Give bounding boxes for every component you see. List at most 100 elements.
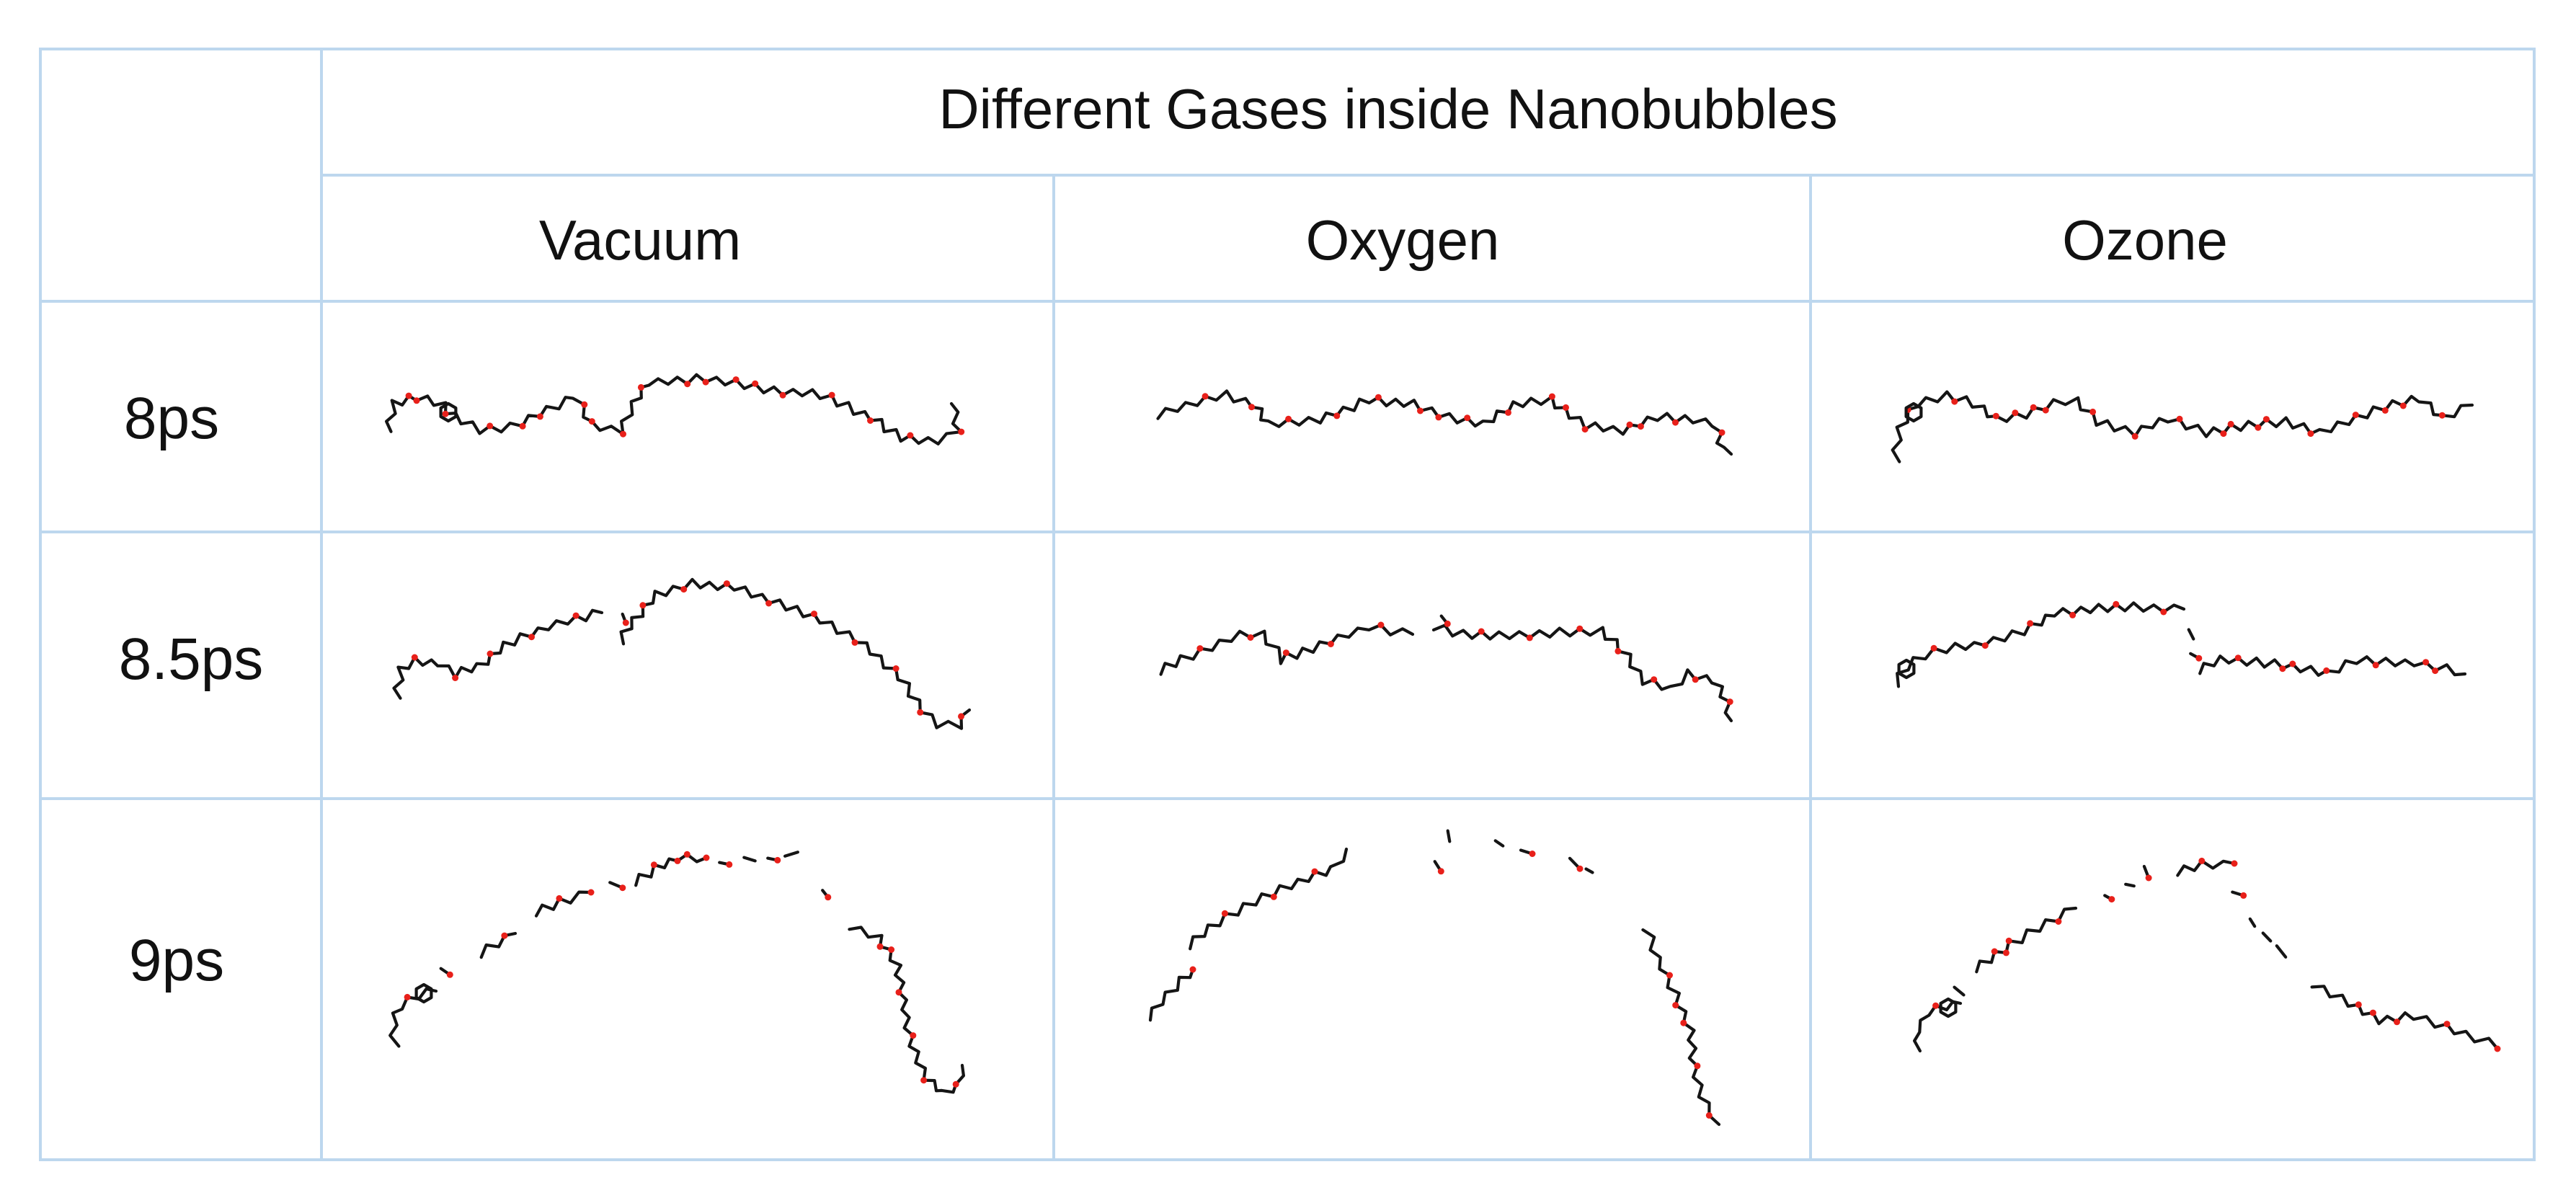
oxygen-atom: [703, 854, 710, 861]
oxygen-atom: [892, 665, 900, 672]
snapshot-oxygen-9ps: [1148, 829, 1721, 1127]
oxygen-atom: [907, 432, 914, 439]
aromatic-ring: [414, 982, 433, 1004]
oxygen-atom: [1637, 423, 1644, 430]
oxygen-atom: [528, 634, 535, 641]
oxygen-atom: [1563, 404, 1569, 411]
oxygen-atom: [774, 856, 781, 864]
oxygen-atom: [2372, 662, 2379, 669]
oxygen-atom: [1548, 393, 1555, 400]
carbon-chain-segment: [2310, 985, 2500, 1051]
carbon-chain-segment: [1431, 623, 1733, 723]
oxygen-atom: [1705, 1112, 1713, 1119]
snapshot-ozone-9ps: [1913, 857, 2501, 1053]
chain-fragment: [2124, 882, 2136, 888]
oxygen-atom: [2089, 408, 2097, 415]
oxygen-atom: [1270, 893, 1277, 900]
column-header-ozone: Ozone: [2062, 208, 2228, 272]
oxygen-atom: [1576, 865, 1584, 872]
oxygen-atom: [2160, 608, 2167, 616]
snapshot-ozone-8ps: [1891, 390, 2474, 463]
oxygen-atom: [1718, 429, 1726, 436]
oxygen-atom: [2195, 654, 2203, 662]
oxygen-atom: [2198, 857, 2206, 864]
oxygen-atom: [1196, 645, 1204, 652]
table-grid-lines: [39, 48, 2536, 1161]
oxygen-atom: [1247, 634, 1254, 641]
oxygen-atom: [572, 612, 579, 619]
oxygen-atom: [1672, 1002, 1679, 1009]
oxygen-atom: [2355, 1001, 2362, 1008]
oxygen-atom: [2005, 937, 2012, 944]
oxygen-atom: [1581, 426, 1589, 433]
oxygen-atom: [2027, 620, 2034, 627]
carbon-chain-segment: [1896, 601, 2186, 688]
oxygen-atom: [1951, 398, 1958, 405]
oxygen-atom: [851, 639, 858, 646]
chain-fragment: [2275, 944, 2288, 959]
oxygen-atom: [446, 971, 453, 978]
oxygen-atom: [2108, 896, 2115, 903]
oxygen-atom: [952, 1080, 959, 1088]
oxygen-atom: [1285, 415, 1292, 422]
chain-fragment: [1953, 985, 1966, 997]
carbon-chain-segment: [479, 931, 518, 959]
oxygen-atom: [1327, 641, 1334, 647]
aromatic-ring: [1904, 401, 1923, 423]
oxygen-atom: [2002, 949, 2009, 956]
chain-fragment: [742, 856, 757, 863]
oxygen-atom: [1505, 409, 1511, 416]
oxygen-atom: [958, 428, 965, 435]
oxygen-atom: [910, 1032, 917, 1039]
table-title: Different Gases inside Nanobubbles: [938, 77, 1837, 141]
oxygen-atom: [405, 392, 412, 399]
aromatic-ring: [439, 401, 458, 423]
oxygen-atom: [726, 861, 733, 868]
oxygen-atom: [1651, 676, 1658, 683]
row-label-8-5ps: 8.5ps: [119, 626, 264, 692]
oxygen-atom: [825, 894, 832, 901]
oxygen-atom: [2113, 600, 2120, 608]
oxygen-atom: [619, 884, 626, 892]
oxygen-atom: [487, 650, 494, 657]
oxygen-atom: [895, 989, 902, 996]
snapshot-vacuum-8-5ps: [392, 577, 972, 730]
snapshot-vacuum-9ps: [388, 851, 966, 1094]
oxygen-atom: [1374, 394, 1382, 401]
oxygen-atom: [1221, 910, 1228, 917]
chain-fragment: [1584, 867, 1594, 874]
oxygen-atom: [920, 1077, 928, 1084]
oxygen-atom: [1282, 649, 1289, 657]
chain-fragment: [2261, 931, 2273, 943]
oxygen-atom: [1248, 404, 1255, 411]
carbon-chain-segment: [619, 577, 972, 730]
oxygen-atom: [752, 380, 759, 387]
oxygen-atom: [1529, 851, 1536, 857]
oxygen-atom: [1932, 1002, 1940, 1009]
oxygen-atom: [680, 586, 688, 593]
oxygen-atom: [588, 418, 595, 425]
oxygen-atom: [1576, 625, 1584, 632]
oxygen-atom: [1311, 868, 1318, 875]
oxygen-atom: [2352, 412, 2359, 419]
oxygen-atom: [556, 895, 563, 902]
oxygen-atom: [404, 993, 411, 1000]
chain-fragment: [783, 851, 800, 858]
oxygen-atom: [702, 378, 709, 386]
oxygen-atom: [2438, 412, 2446, 419]
oxygen-atom: [2220, 430, 2227, 438]
oxygen-atom: [413, 397, 420, 404]
oxygen-atom: [1615, 647, 1622, 654]
oxygen-atom: [2369, 1009, 2376, 1016]
oxygen-atom: [2055, 918, 2062, 925]
oxygen-atom: [2176, 415, 2183, 422]
oxygen-atom: [2240, 892, 2247, 899]
oxygen-atom: [2432, 667, 2439, 675]
carbon-chain-segment: [1148, 967, 1195, 1022]
oxygen-atom: [2289, 660, 2296, 667]
oxygen-atom: [1377, 621, 1385, 629]
carbon-chain-segment: [1189, 847, 1349, 951]
oxygen-atom: [1692, 676, 1699, 683]
oxygen-atom: [1444, 620, 1451, 627]
